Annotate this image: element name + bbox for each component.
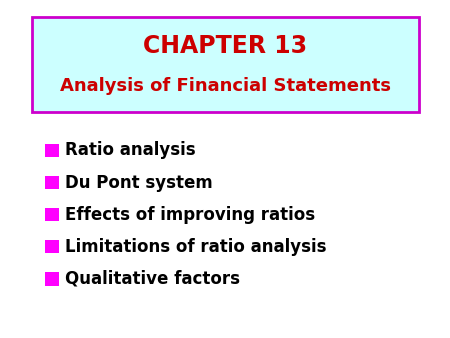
FancyBboxPatch shape: [45, 144, 58, 157]
FancyBboxPatch shape: [32, 17, 419, 112]
FancyBboxPatch shape: [45, 176, 58, 189]
Text: Du Pont system: Du Pont system: [65, 173, 213, 192]
FancyBboxPatch shape: [45, 208, 58, 221]
FancyBboxPatch shape: [45, 272, 58, 286]
Text: Ratio analysis: Ratio analysis: [65, 141, 196, 160]
Text: Effects of improving ratios: Effects of improving ratios: [65, 206, 315, 224]
Text: Limitations of ratio analysis: Limitations of ratio analysis: [65, 238, 327, 256]
FancyBboxPatch shape: [45, 240, 58, 254]
Text: Qualitative factors: Qualitative factors: [65, 270, 240, 288]
Text: Analysis of Financial Statements: Analysis of Financial Statements: [59, 77, 391, 95]
Text: CHAPTER 13: CHAPTER 13: [143, 33, 307, 58]
